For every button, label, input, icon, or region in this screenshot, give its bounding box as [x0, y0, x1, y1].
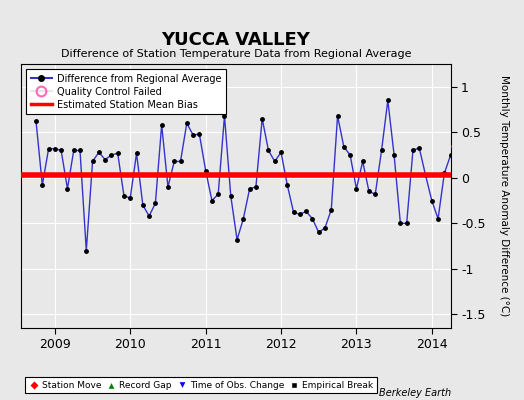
Text: Berkeley Earth: Berkeley Earth	[378, 388, 451, 398]
Title: YUCCA VALLEY: YUCCA VALLEY	[161, 30, 310, 48]
Y-axis label: Monthly Temperature Anomaly Difference (°C): Monthly Temperature Anomaly Difference (…	[499, 75, 509, 317]
Text: Difference of Station Temperature Data from Regional Average: Difference of Station Temperature Data f…	[61, 49, 411, 59]
Legend: Difference from Regional Average, Quality Control Failed, Estimated Station Mean: Difference from Regional Average, Qualit…	[26, 69, 226, 114]
Legend: Station Move, Record Gap, Time of Obs. Change, Empirical Break: Station Move, Record Gap, Time of Obs. C…	[26, 377, 377, 394]
